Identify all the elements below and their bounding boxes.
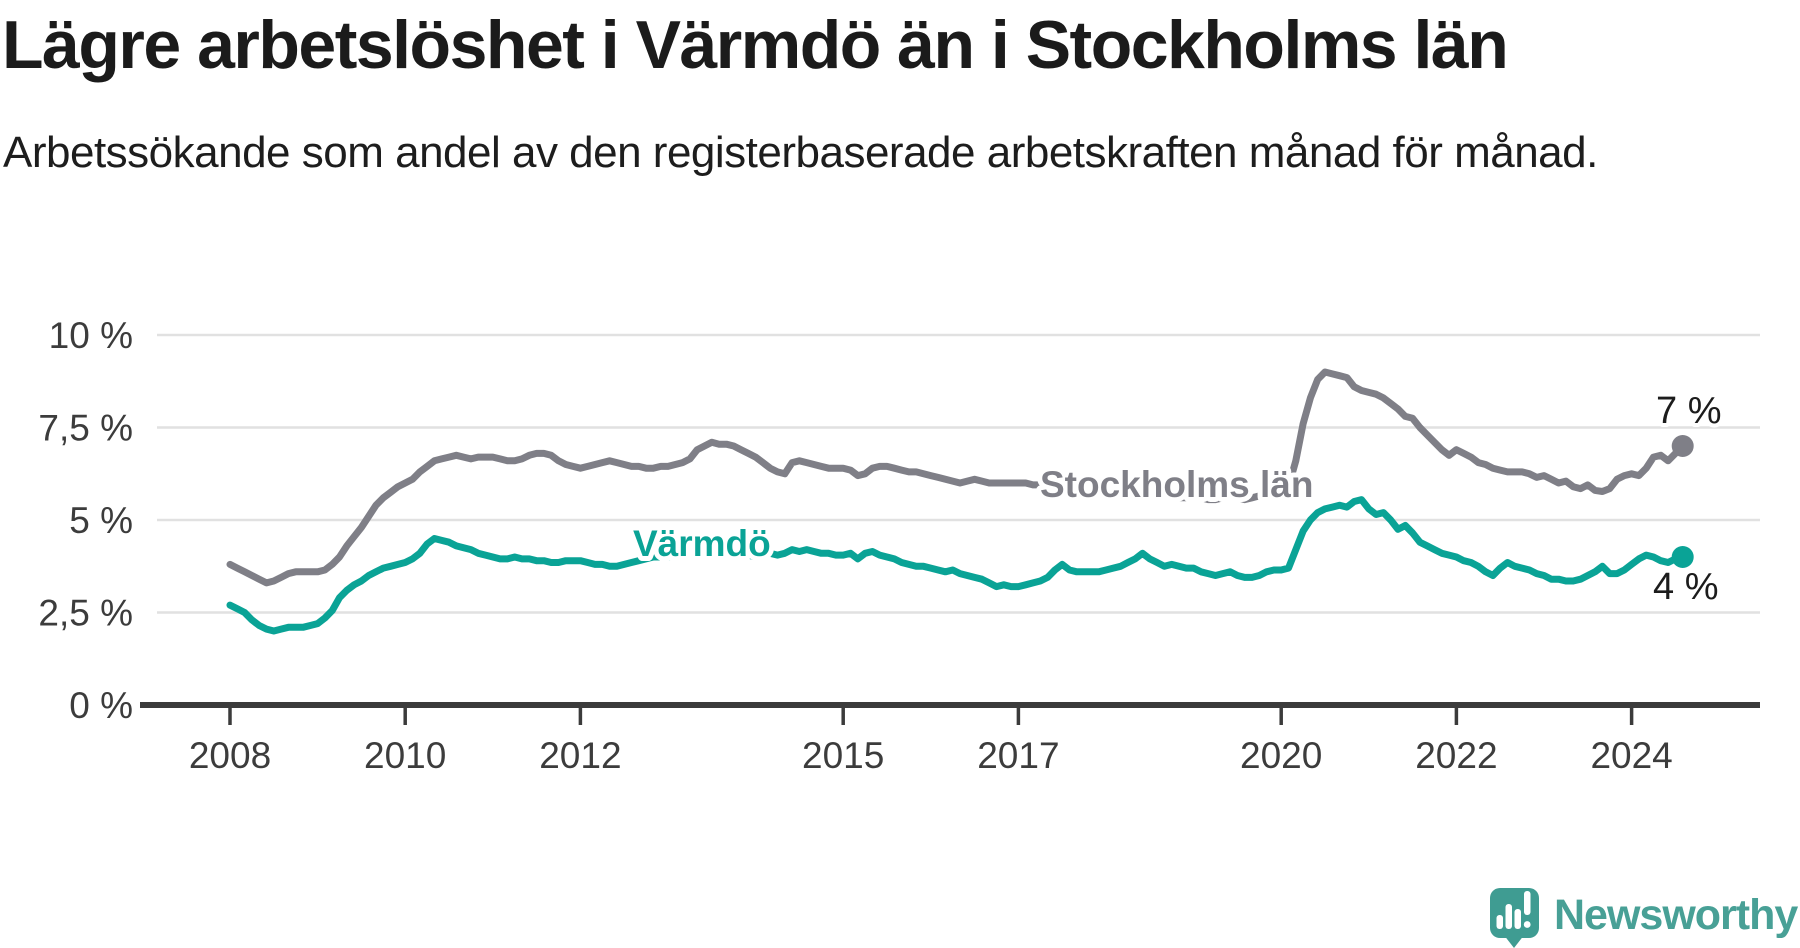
end-value-label-varmdo: 4 % <box>1653 566 1718 608</box>
end-value-label-stockholm: 7 % <box>1656 390 1721 432</box>
gridline-layer <box>157 333 1760 614</box>
x-axis-label: 2010 <box>364 735 446 776</box>
x-axis-label: 2017 <box>977 735 1059 776</box>
series-line-layer <box>226 368 1687 635</box>
logo-exclamation-bar-icon <box>1524 891 1531 915</box>
x-axis-label: 2012 <box>539 735 621 776</box>
x-axis-label: 2024 <box>1590 735 1672 776</box>
logo-exclamation-dot-icon <box>1523 921 1531 928</box>
series-label-stockholm: Stockholms län <box>1040 464 1313 505</box>
series-line-stockholm <box>226 368 1687 587</box>
chart-subtitle: Arbetssökande som andel av den registerb… <box>3 128 1598 177</box>
x-axis-label: 2022 <box>1415 735 1497 776</box>
series-end-dot-stockholm <box>1671 435 1694 457</box>
y-axis-label: 2,5 % <box>38 593 133 634</box>
x-axis-label: 2020 <box>1240 735 1322 776</box>
x-axis-label: 2008 <box>189 735 271 776</box>
series-end-dot-varmdo <box>1671 546 1694 568</box>
axis-layer: 0 % 2,5 % 5 % 7,5 % 10 % 2008 2010 2012 2015 2017… <box>38 315 1760 776</box>
y-axis-label: 10 % <box>49 315 133 356</box>
series-endpoint-layer <box>1671 435 1694 568</box>
logo-bar3-icon <box>1514 909 1521 929</box>
logo-bar2-icon <box>1505 904 1512 929</box>
logo-bar1-icon <box>1496 915 1503 929</box>
y-axis-label: 7,5 % <box>38 408 133 449</box>
page-title: Lägre arbetslöshet i Värmdö än i Stockho… <box>2 7 1509 83</box>
series-line-varmdo <box>226 496 1687 635</box>
logo-text: Newsworthy <box>1554 891 1798 939</box>
series-label-varmdo: Värmdö <box>633 523 771 564</box>
y-axis-label: 0 % <box>69 685 133 726</box>
newsworthy-logo: Newsworthy <box>1490 888 1799 948</box>
x-axis-label: 2015 <box>802 735 884 776</box>
y-axis-label: 5 % <box>69 500 133 541</box>
